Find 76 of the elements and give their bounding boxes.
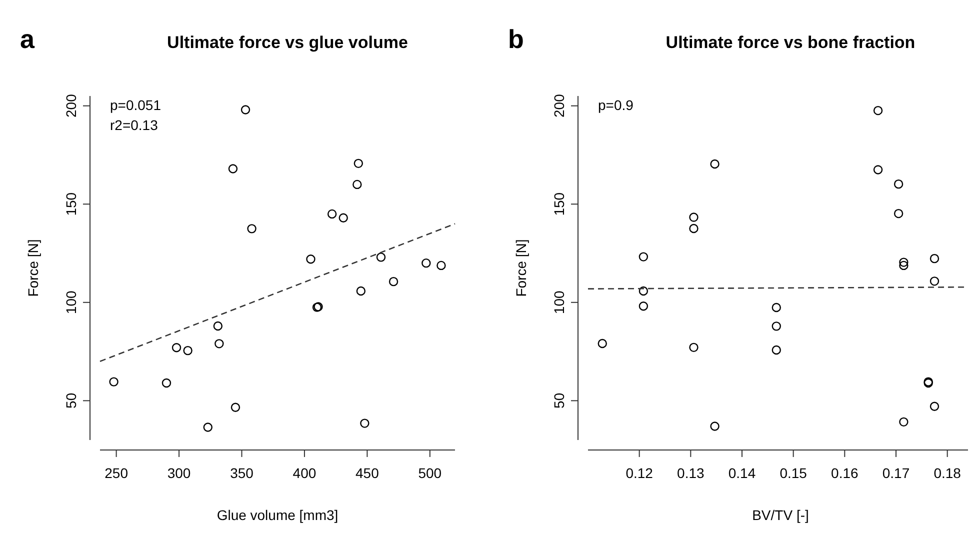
point	[436, 260, 446, 270]
point	[772, 345, 781, 355]
annotation: p=0.9	[598, 97, 634, 113]
x-tick-label: 0.17	[882, 465, 910, 481]
point	[894, 208, 904, 218]
x-tick-label: 0.16	[831, 465, 859, 481]
point	[356, 286, 366, 296]
point	[689, 342, 698, 352]
x-tick-label: 0.18	[934, 465, 962, 481]
x-tick-label: 500	[418, 465, 442, 481]
point	[214, 339, 224, 348]
point	[376, 252, 386, 262]
point	[689, 212, 698, 222]
point	[772, 302, 781, 312]
y-tick-label: 200	[551, 94, 567, 118]
text: a	[20, 24, 35, 54]
point	[899, 417, 908, 427]
point	[894, 179, 904, 189]
point	[422, 258, 431, 268]
x-tick-label: 250	[104, 465, 128, 481]
y-axis-title: Force [N]	[513, 239, 529, 297]
y-axis-title: Force [N]	[25, 239, 41, 297]
y-tick-label: 150	[551, 192, 567, 216]
point	[873, 106, 883, 116]
point	[172, 343, 182, 352]
x-tick-label: 450	[356, 465, 380, 481]
y-tick-label: 100	[63, 290, 79, 314]
y-tick-label: 150	[63, 192, 79, 216]
annotation: r2=0.13	[110, 117, 158, 133]
x-tick-label: 300	[167, 465, 191, 481]
point	[930, 254, 940, 264]
point	[598, 338, 607, 348]
x-tick-label: 0.12	[626, 465, 654, 481]
x-tick-label: 0.14	[728, 465, 756, 481]
y-tick-label: 50	[63, 392, 79, 408]
point	[638, 302, 648, 311]
point	[638, 252, 648, 262]
point	[230, 402, 240, 412]
point	[162, 378, 172, 388]
x-tick-label: 400	[292, 465, 316, 481]
point	[352, 180, 362, 190]
x-tick-label: 350	[230, 465, 254, 481]
point	[213, 321, 223, 331]
x-tick-label: 0.15	[780, 465, 808, 481]
chart-title: Ultimate force vs glue volume	[167, 33, 408, 52]
point	[689, 224, 698, 234]
y-tick-label: 50	[551, 392, 567, 408]
point	[183, 346, 192, 356]
chart-title: Ultimate force vs bone fraction	[666, 33, 916, 52]
point	[240, 105, 250, 114]
point	[354, 158, 364, 168]
point	[247, 224, 256, 234]
point	[930, 276, 940, 286]
point	[338, 213, 348, 222]
point	[710, 159, 720, 169]
point	[899, 260, 908, 270]
x-axis-title: BV/TV [-]	[752, 507, 809, 523]
text: b	[508, 24, 524, 54]
x-tick-label: 0.13	[677, 465, 705, 481]
point	[638, 286, 648, 296]
point	[306, 254, 316, 264]
annotation: p=0.051	[110, 97, 162, 113]
point	[327, 209, 337, 219]
y-tick-label: 200	[63, 94, 79, 118]
point	[228, 164, 238, 174]
point	[772, 322, 781, 331]
point	[109, 377, 118, 386]
x-axis-title: Glue volume [mm3]	[216, 507, 338, 523]
y-tick-label: 100	[551, 290, 567, 314]
point	[899, 258, 908, 267]
point	[360, 418, 370, 428]
point	[710, 422, 720, 431]
point	[873, 165, 883, 174]
point	[203, 422, 212, 432]
point	[388, 276, 398, 286]
point	[930, 402, 940, 411]
